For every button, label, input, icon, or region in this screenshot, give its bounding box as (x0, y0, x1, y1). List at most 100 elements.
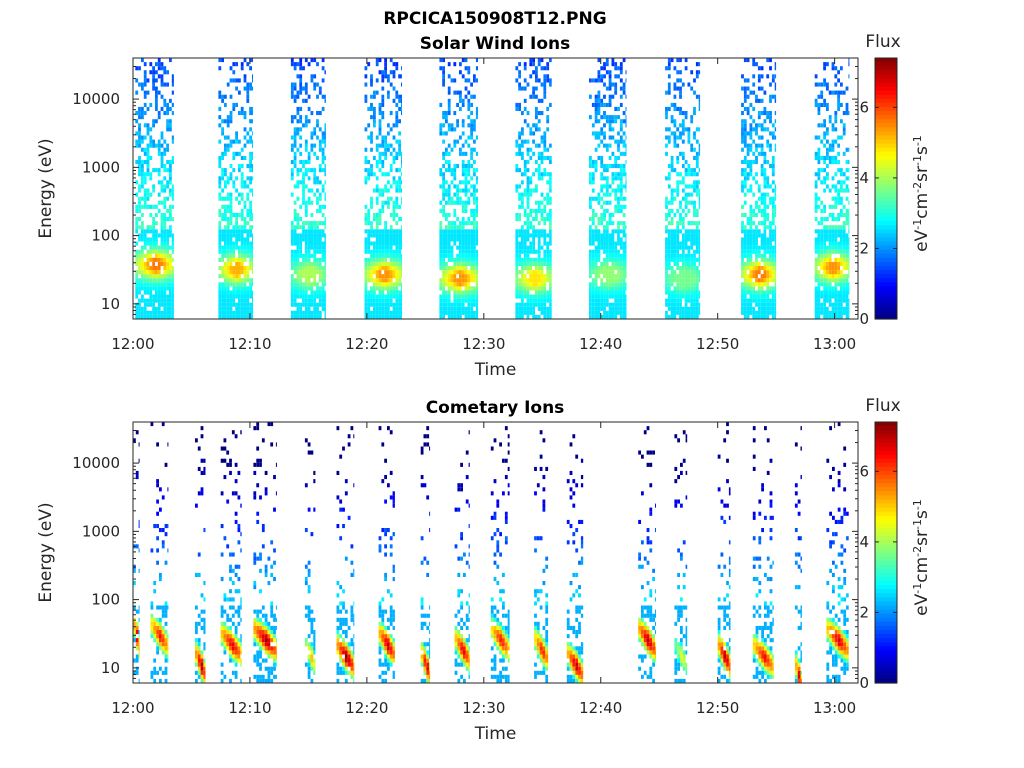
spectrogram-cell (614, 241, 618, 246)
spectrogram-cell (814, 237, 818, 242)
spectrogram-cell (152, 245, 155, 250)
spectrogram-cell (238, 306, 241, 311)
spectrogram-cell (774, 66, 777, 71)
spectrogram-cell (814, 204, 818, 209)
spectrogram-cell (439, 221, 443, 226)
spectrogram-cell (302, 302, 305, 307)
spectrogram-cell (543, 155, 547, 160)
spectrogram-cell (146, 196, 150, 201)
spectrogram-cell (235, 261, 238, 266)
spectrogram-cell (549, 294, 552, 299)
spectrogram-cell (687, 192, 691, 197)
spectrogram-cell (540, 266, 544, 271)
spectrogram-cell (249, 213, 252, 218)
spectrogram-cell (605, 115, 609, 120)
spectrogram-cell (611, 294, 615, 299)
spectrogram-cell (752, 176, 756, 181)
spectrogram-cell (743, 266, 747, 271)
spectrogram-cell (532, 286, 535, 291)
spectrogram-cell (690, 241, 694, 246)
spectrogram-cell (676, 245, 680, 250)
spectrogram-cell (373, 106, 376, 111)
spectrogram-cell (252, 257, 253, 262)
spectrogram-cell (160, 229, 164, 234)
spectrogram-cell (299, 253, 303, 258)
spectrogram-cell (467, 302, 471, 307)
spectrogram-cell (617, 261, 620, 266)
spectrogram-cell (143, 70, 147, 75)
spectrogram-cell (518, 233, 521, 238)
spectrogram-cell (450, 310, 454, 315)
spectrogram-cell (766, 257, 770, 262)
spectrogram-cell (594, 98, 598, 103)
spectrogram-cell (364, 249, 368, 254)
spectrogram-cell (318, 286, 322, 291)
spectrogram-cell (698, 290, 701, 295)
spectrogram-cell (831, 294, 835, 299)
spectrogram-cell (381, 257, 385, 262)
spectrogram-cell (318, 270, 322, 275)
spectrogram-cell (459, 62, 462, 67)
spectrogram-cell (698, 229, 701, 234)
spectrogram-cell (752, 127, 756, 132)
spectrogram-cell (600, 160, 604, 165)
spectrogram-cell (540, 58, 544, 63)
spectrogram-cell (603, 310, 606, 315)
spectrogram-cell (152, 261, 155, 266)
spectrogram-cell (324, 123, 326, 128)
spectrogram-cell (252, 237, 253, 242)
spectrogram-cell (591, 221, 595, 226)
spectrogram-cell (605, 249, 609, 254)
spectrogram-cell (766, 310, 770, 315)
spectrogram-cell (771, 314, 775, 319)
spectrogram-cell (526, 213, 530, 218)
spectrogram-cell (290, 298, 294, 303)
spectrogram-cell (600, 314, 604, 319)
spectrogram-cell (823, 78, 826, 83)
spectrogram-cell (687, 290, 691, 295)
spectrogram-cell (163, 66, 167, 71)
spectrogram-cell (769, 310, 772, 315)
spectrogram-cell (447, 143, 451, 148)
spectrogram-cell (246, 253, 250, 258)
spectrogram-cell (246, 302, 250, 307)
spectrogram-cell (378, 282, 382, 287)
spectrogram-cell (605, 62, 609, 67)
spectrogram-cell (246, 176, 250, 181)
spectrogram-cell (690, 192, 694, 197)
spectrogram-cell (384, 310, 387, 315)
spectrogram-cell (603, 213, 606, 218)
spectrogram-cell (152, 302, 155, 307)
spectrogram-cell (318, 233, 322, 238)
spectrogram-cell (681, 294, 685, 299)
spectrogram-cell (318, 143, 322, 148)
spectrogram-cell (238, 90, 241, 95)
spectrogram-cell (684, 66, 688, 71)
spectrogram-cell (381, 70, 385, 75)
spectrogram-cell (456, 282, 459, 287)
spectrogram-cell (445, 237, 448, 242)
spectrogram-cell (398, 306, 401, 311)
spectrogram-cell (757, 151, 761, 156)
spectrogram-cell (817, 155, 821, 160)
spectrogram-cell (384, 139, 387, 144)
spectrogram-cell (823, 306, 826, 311)
spectrogram-cell (589, 306, 592, 311)
spectrogram-cell (224, 233, 227, 238)
spectrogram-cell (378, 290, 382, 295)
spectrogram-cell (453, 62, 457, 67)
spectrogram-cell (149, 298, 153, 303)
spectrogram-cell (163, 282, 167, 287)
spectrogram-cell (817, 176, 821, 181)
spectrogram-cell (673, 302, 677, 307)
spectrogram-cell (171, 74, 174, 79)
spectrogram-cell (605, 180, 609, 185)
spectrogram-cell (450, 314, 454, 319)
spectrogram-cell (373, 294, 376, 299)
spectrogram-cell (676, 286, 680, 291)
spectrogram-cell (614, 160, 618, 165)
spectrogram-cell (229, 208, 233, 213)
spectrogram-cell (760, 282, 764, 287)
spectrogram-cell (143, 233, 147, 238)
spectrogram-cell (318, 86, 322, 91)
